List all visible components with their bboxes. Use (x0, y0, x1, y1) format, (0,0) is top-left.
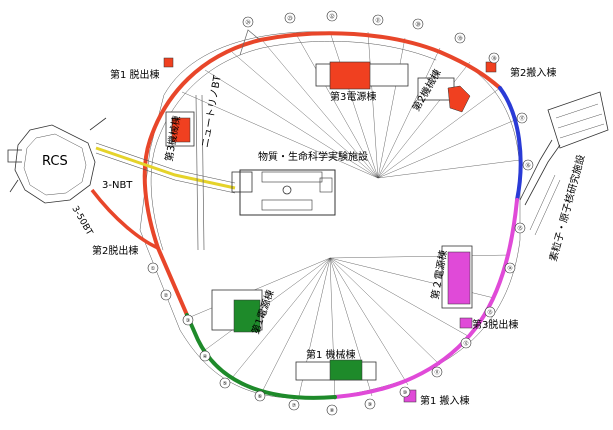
first-extraction-label: 第1 脱出棟 (110, 68, 160, 81)
ray-line (329, 257, 469, 337)
marker-number: ⑳ (415, 21, 420, 28)
marker-circle (326, 10, 338, 22)
ray-line (329, 254, 511, 259)
marker-number: ⑭ (507, 265, 512, 272)
ray-line (261, 39, 379, 179)
marker-number: ⑮ (517, 225, 522, 232)
neutrino-bt-label: ニュートリノBT (200, 74, 224, 149)
marker-number: ⑱ (491, 55, 496, 62)
ray-line (204, 69, 379, 179)
second-carry-in-label: 第2搬入棟 (510, 66, 556, 79)
marker-circle (454, 32, 466, 44)
marker-number: ⑥ (258, 394, 263, 400)
marker-number: ⑩ (403, 390, 408, 396)
marker-number: ⑫ (463, 340, 468, 347)
marker-circle (399, 386, 411, 398)
ray-line (329, 31, 379, 179)
ray-line (377, 119, 516, 179)
first-machine-label: 第1 機械棟 (306, 348, 356, 361)
marker-circle (288, 399, 300, 411)
marker-circle (488, 52, 500, 64)
mlf-label: 物質・生命科学実験施設 (258, 150, 368, 163)
marker-circle (372, 14, 384, 26)
marker-circle (522, 159, 534, 171)
ray-line (231, 51, 379, 179)
hadron-hall (519, 91, 609, 236)
marker-circle (504, 262, 516, 274)
rcs-ring: RCS (7, 117, 107, 204)
marker-number: ⑨ (368, 402, 372, 408)
second-extraction-label: 第2脱出棟 (92, 244, 138, 257)
marker-circle (514, 222, 526, 234)
ray-line (377, 61, 471, 179)
first-carry-in-label: 第1 搬入棟 (420, 394, 470, 407)
ray-line (377, 87, 501, 179)
marker-number: ⑯ (525, 162, 530, 169)
marker-circle (199, 350, 211, 362)
marker-number: ① (151, 266, 156, 272)
nbt3-label: 3-NBT (102, 180, 133, 191)
marker-number: ⑪ (434, 369, 439, 376)
marker-number: ㉔ (245, 19, 250, 26)
marker-number: ⑰ (519, 115, 524, 122)
ray-line (377, 37, 406, 179)
marker-number: ⑬ (487, 309, 492, 316)
marker-number: ⑧ (330, 408, 335, 414)
marker-number: ③ (186, 318, 190, 324)
hadron-label: 素粒子・原子核研究施設 (546, 153, 587, 263)
marker-circle (182, 314, 194, 326)
marker-circle (254, 390, 266, 402)
ray-line (261, 257, 331, 393)
marker-number: ⑲ (457, 35, 462, 42)
third-extraction-label: 第3脱出棟 (472, 318, 518, 331)
ray-line (377, 159, 521, 179)
marker-circle (460, 337, 472, 349)
marker-circle (147, 262, 159, 274)
marker-circle (219, 377, 231, 389)
marker-number: ② (164, 293, 169, 299)
marker-circle (484, 306, 496, 318)
labels: 第3電源棟 第2搬入棟 第1 脱出棟 物質・生命科学実験施設 3-NBT 第2脱… (69, 66, 587, 407)
ray-line (377, 47, 441, 179)
marker-circle (364, 398, 376, 410)
marker-number: ④ (203, 354, 208, 360)
marker-circle (284, 12, 296, 24)
ray-line (204, 257, 331, 351)
ring-buildings (163, 57, 497, 403)
rcs-label: RCS (42, 154, 68, 169)
third-power-label: 第3電源棟 (330, 90, 376, 103)
marker-number: ㉓ (287, 15, 292, 22)
bt-3-50-label: 3-50BT (69, 205, 94, 238)
marker-number: ㉒ (329, 13, 334, 20)
ray-line (231, 257, 331, 379)
marker-circle (160, 289, 172, 301)
ray-line (367, 31, 379, 179)
marker-number: ⑦ (292, 403, 297, 409)
transport-lines (90, 29, 261, 251)
marker-circle (326, 404, 338, 416)
marker-number: ㉑ (375, 17, 380, 24)
mlf-building (231, 169, 336, 216)
marker-circle (431, 366, 443, 378)
upper-focal-rays (181, 31, 521, 179)
ray-line (181, 91, 379, 179)
ray-line (295, 33, 379, 179)
marker-circle (516, 112, 528, 124)
marker-number: ⑤ (223, 381, 227, 387)
marker-circle (412, 18, 424, 30)
marker-circle (242, 16, 254, 28)
ray-line (329, 257, 441, 366)
ray-line (329, 257, 409, 386)
